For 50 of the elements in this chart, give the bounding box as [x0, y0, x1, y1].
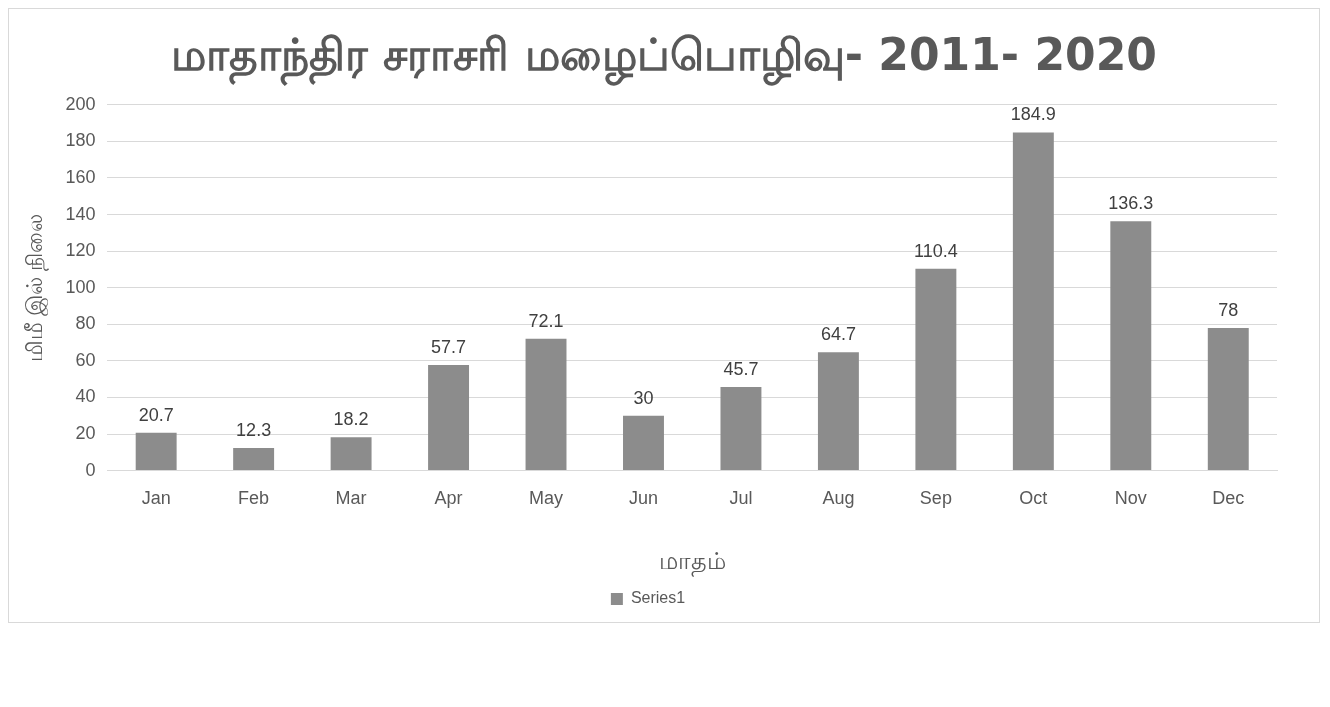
y-tick-label: 60 [75, 349, 96, 370]
data-label: 72.1 [528, 310, 564, 331]
y-tick-label: 120 [65, 240, 96, 261]
bar [720, 387, 762, 471]
data-label: 64.7 [820, 324, 856, 345]
y-tick-label: 20 [75, 422, 96, 443]
x-tick-label: May [529, 488, 564, 509]
data-label: 45.7 [723, 358, 759, 379]
bar [330, 437, 372, 471]
x-tick-label: Jan [141, 488, 171, 509]
data-label: 18.2 [333, 409, 369, 430]
x-tick-label: Mar [335, 488, 367, 509]
x-tick-label: Feb [238, 488, 270, 509]
y-tick-label: 180 [65, 130, 96, 151]
bar [1207, 327, 1249, 471]
bar [428, 365, 470, 471]
bar [1110, 221, 1152, 471]
y-tick-label: 100 [65, 276, 96, 297]
x-tick-label: Aug [822, 488, 855, 509]
data-label: 12.3 [236, 420, 272, 441]
data-label: 136.3 [1108, 193, 1154, 214]
y-tick-label: 0 [85, 459, 96, 480]
x-tick-label: Jun [628, 488, 658, 509]
x-tick-label: Dec [1212, 488, 1245, 509]
bar [915, 268, 957, 471]
bar [1012, 132, 1054, 471]
bar [623, 415, 664, 471]
x-tick-label: Oct [1019, 488, 1048, 509]
y-tick-label: 160 [65, 166, 96, 187]
legend-label: Series1 [630, 589, 686, 607]
data-label: 30 [633, 387, 654, 408]
x-tick-label: Nov [1114, 488, 1147, 509]
bar [135, 432, 177, 471]
data-label: 78 [1218, 299, 1239, 320]
data-label: 110.4 [914, 240, 958, 261]
bar [233, 448, 275, 471]
data-label: 20.7 [138, 404, 174, 425]
y-tick-label: 140 [65, 203, 96, 224]
x-tick-label: Apr [434, 488, 463, 509]
y-tick-label: 200 [65, 93, 96, 114]
x-tick-label: Jul [729, 488, 753, 509]
data-label: 57.7 [431, 337, 467, 358]
data-label: 184.9 [1010, 104, 1056, 125]
x-tick-label: Sep [919, 488, 952, 509]
x-axis-title: மாதம் [658, 547, 726, 578]
y-axis-title: மிமீ இல் நிலை [22, 213, 50, 362]
bar [817, 352, 859, 471]
bar [525, 338, 567, 471]
y-tick-label: 40 [75, 386, 96, 407]
y-tick-label: 80 [75, 313, 96, 334]
